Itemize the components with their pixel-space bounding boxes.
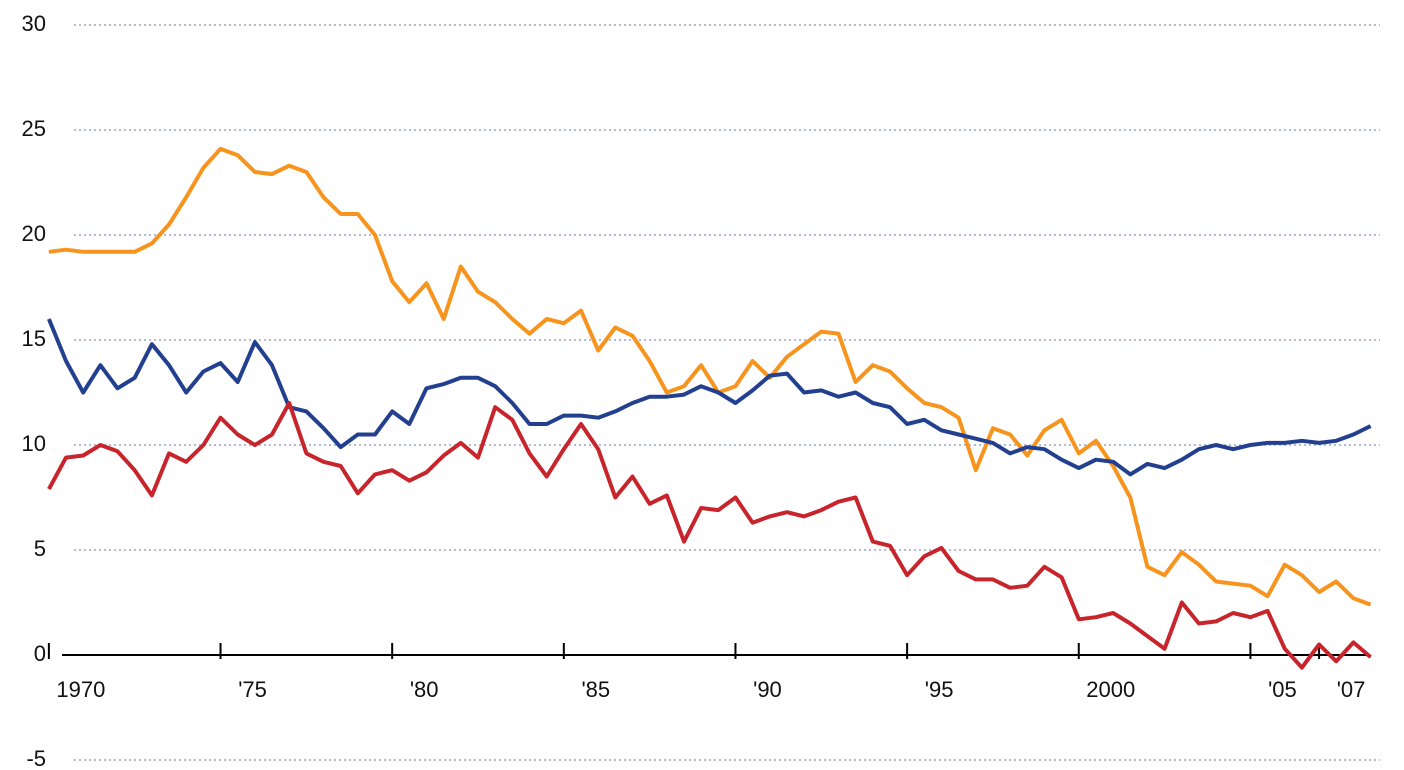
y-tick-label: 25 [22, 116, 46, 141]
x-tick-label: '95 [925, 677, 954, 702]
x-tick-label: '85 [581, 677, 610, 702]
x-tick-label: '80 [410, 677, 439, 702]
y-tick-label: 30 [22, 11, 46, 36]
x-tick-label: 1970 [56, 677, 105, 702]
y-tick-label: 20 [22, 221, 46, 246]
y-tick-label: 5 [34, 536, 46, 561]
y-tick-label: -5 [26, 746, 46, 770]
series-line [47, 318, 1372, 477]
x-tick-label: '07 [1337, 677, 1366, 702]
x-tick-label: '05 [1268, 677, 1297, 702]
y-tick-label: 0 [34, 641, 46, 666]
x-tick-label: 2000 [1086, 677, 1135, 702]
x-tick-label: '90 [753, 677, 782, 702]
x-tick-label: '75 [238, 677, 267, 702]
series-line [48, 146, 1372, 607]
y-tick-label: 15 [22, 326, 46, 351]
y-tick-label: 10 [22, 431, 46, 456]
series-line [47, 401, 1372, 670]
